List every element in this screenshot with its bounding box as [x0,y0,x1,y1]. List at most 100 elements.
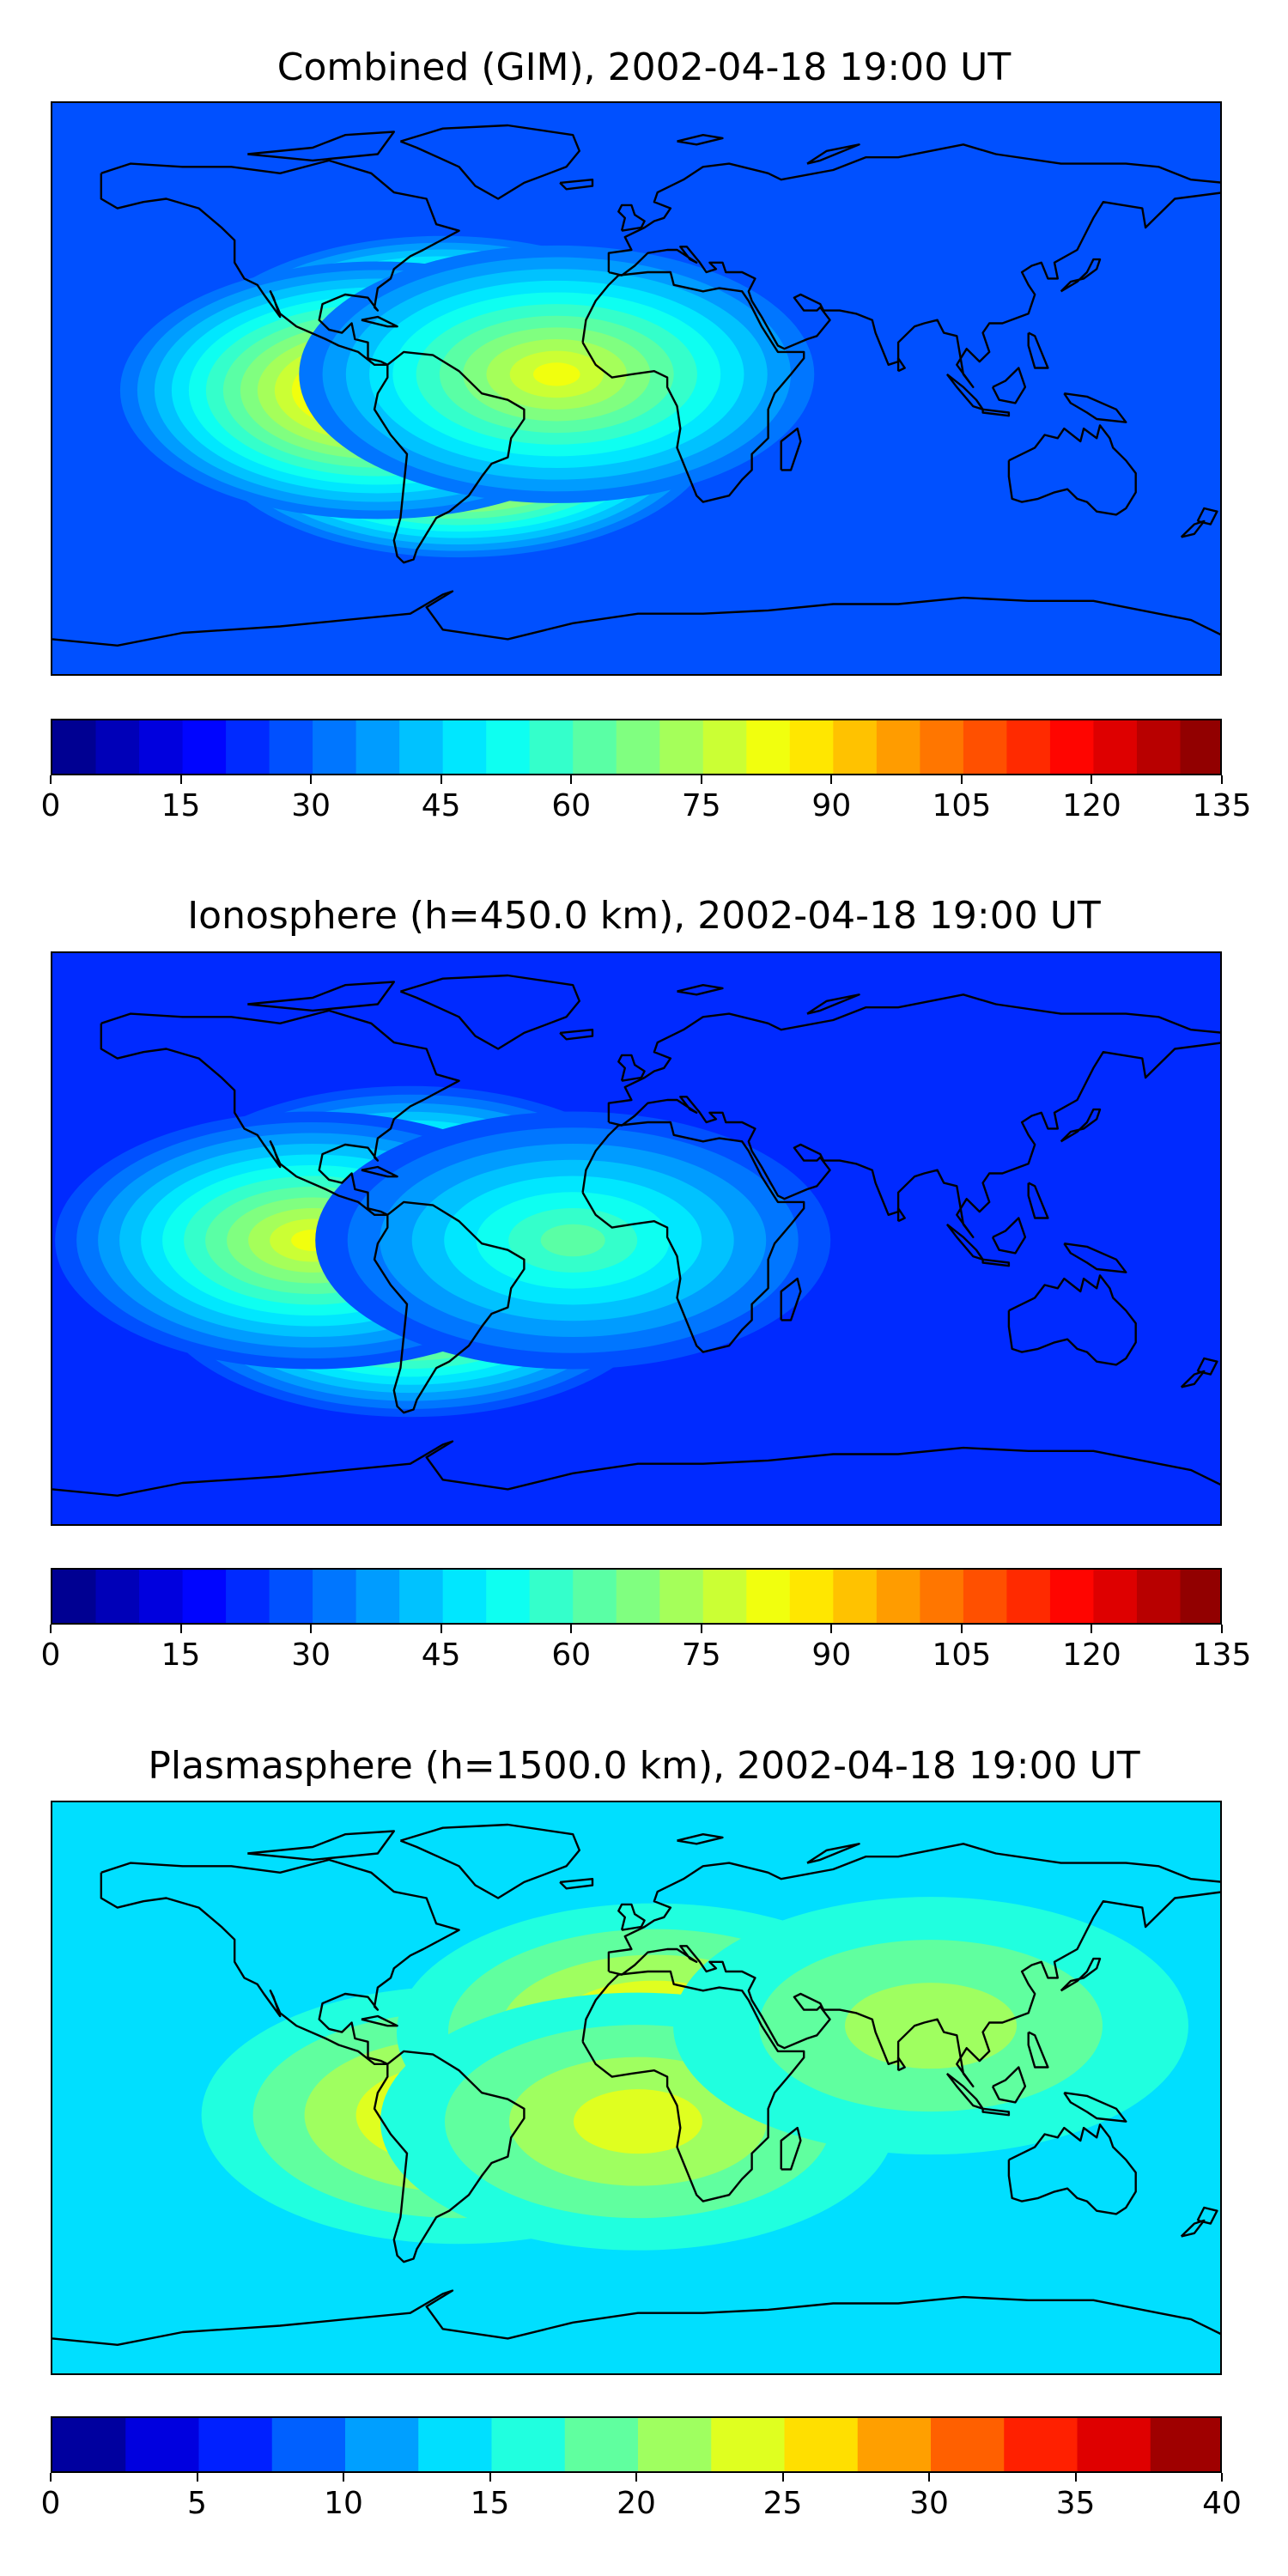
colorbar-tick [310,775,313,784]
colorbar-tick-label: 35 [1055,2486,1096,2521]
world-map-ionosphere [51,951,1222,1526]
world-map-plasmasphere [51,1801,1222,2375]
coastline-16 [559,1877,594,1890]
colorbar-segment-19 [876,720,920,774]
coastline-10 [1196,1357,1218,1376]
coastline-19 [1027,1182,1049,1219]
colorbar-tick [1221,775,1223,784]
colorbar-tick [781,2473,784,2482]
colorbar-tick [1091,775,1093,784]
world-map-combined [51,101,1222,676]
colorbar-segment-7 [564,2418,639,2471]
colorbar-tick [196,2473,198,2482]
coastline-17 [361,1165,398,1178]
colorbar-segment-0 [52,720,97,774]
coastline-8 [1060,1108,1102,1143]
colorbar-segment-6 [491,2418,566,2471]
colorbar-segment-17 [789,1570,834,1623]
heatmap-combined [52,103,1220,674]
colorbar-segment-18 [833,720,878,774]
coastline-0 [100,1009,460,1216]
coastline-20 [247,981,395,1012]
colorbar-segment-22 [1006,720,1051,774]
coastline-19 [1027,2031,1049,2069]
coastline-7 [617,1054,646,1082]
coastline-0 [100,159,460,366]
colorbar-segment-21 [963,1570,1008,1623]
colorbar-segment-5 [269,720,313,774]
coastline-8 [1060,1957,1102,1992]
colorbar-segment-19 [876,1570,920,1623]
colorbar-tick-label: 120 [1062,1637,1121,1673]
colorbar-tick [570,775,573,784]
coastline-0 [100,1858,460,2065]
colorbar-tick-label: 30 [291,1637,331,1673]
colorbar-tick [440,1625,442,1633]
colorbar-tick [570,1625,573,1633]
coastline-9 [780,1277,802,1321]
coastline-22 [677,1833,724,1845]
colorbar-tick [960,1625,963,1633]
colorbar-segment-24 [1093,720,1138,774]
coastline-7 [617,204,646,232]
colorbar-segment-2 [139,720,184,774]
coastline-5 [1007,2123,1137,2215]
coastline-4 [607,1843,1220,2087]
colorbar-segment-23 [1049,1570,1095,1623]
colorbar-tick-label: 135 [1192,1637,1252,1673]
coastline-3 [581,1121,805,1353]
coastline-20 [247,131,395,162]
colorbar-tick-label: 45 [421,788,461,823]
coastline-22 [677,984,724,996]
colorbar-tick [440,775,442,784]
colorbar-tick-label: 0 [40,788,61,823]
colorbar-segment-8 [399,720,444,774]
colorbar-tick-label: 105 [932,788,992,823]
colorbar-tick-label: 5 [187,2486,207,2521]
contour-level-2-4 [574,2089,702,2154]
colorbar-tick-label: 105 [932,1637,992,1673]
heatmap-plasmasphere [52,1802,1220,2373]
colorbar-tick-label: 20 [617,2486,656,2521]
colorbar-tick-label: 10 [324,2486,363,2521]
colorbar-segment-5 [418,2418,493,2471]
coastline-6 [52,1440,1220,1497]
colorbar-segment-6 [313,720,357,774]
colorbar-ticks-ionosphere: 0 15 30 45 60 75 90 105 120 135 [41,1625,1251,1676]
coastline-14 [991,1217,1027,1255]
coastline-15 [1063,392,1127,423]
colorbar-segment-5 [269,1570,313,1623]
colorbar-tick-label: 25 [762,2486,803,2521]
colorbar-segment-13 [616,1570,660,1623]
colorbar-tick-label: 15 [470,2486,510,2521]
coastline-2 [399,1823,580,1899]
contour-level-3-8 [540,1224,605,1257]
coastline-10 [1196,507,1218,526]
colorbar-segment-10 [486,1570,531,1623]
colorbar-segment-11 [857,2418,932,2471]
colorbar-tick-label: 120 [1062,788,1121,823]
colorbar-segment-13 [616,720,660,774]
colorbar-tick [50,1625,52,1633]
colorbar-segment-15 [702,1570,747,1623]
colorbar-tick [179,775,182,784]
colorbar-segment-14 [1077,2418,1151,2471]
coastline-17 [361,315,398,328]
colorbar-segment-7 [355,1570,400,1623]
coastline-9 [780,2126,802,2171]
colorbar-tick-label: 30 [291,788,331,823]
colorbar-tick-label: 135 [1192,788,1252,823]
coastline-10 [1196,2206,1218,2225]
coastline-21 [806,143,860,165]
coastline-19 [1027,331,1049,369]
colorbar-segment-26 [1180,1570,1220,1623]
colorbar-tick [50,775,52,784]
colorbar-segment-11 [529,720,574,774]
colorbar-tick [1074,2473,1077,2482]
colorbar-segment-20 [920,1570,964,1623]
colorbar-tick-label: 45 [421,1637,461,1673]
colorbar-combined [51,719,1222,775]
colorbar-segment-10 [784,2418,859,2471]
colorbar-segment-3 [182,1570,227,1623]
coastline-18 [896,357,906,373]
